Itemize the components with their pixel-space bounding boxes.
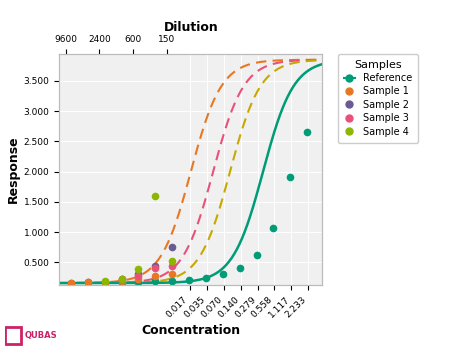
Y-axis label: Response: Response — [7, 136, 19, 203]
X-axis label: Dilution: Dilution — [164, 21, 218, 34]
Legend: Reference, Sample 1, Sample 2, Sample 3, Sample 4: Reference, Sample 1, Sample 2, Sample 3,… — [337, 54, 418, 143]
X-axis label: Concentration: Concentration — [141, 324, 240, 337]
Bar — [5, 327, 21, 344]
Text: QUBAS: QUBAS — [25, 331, 57, 340]
